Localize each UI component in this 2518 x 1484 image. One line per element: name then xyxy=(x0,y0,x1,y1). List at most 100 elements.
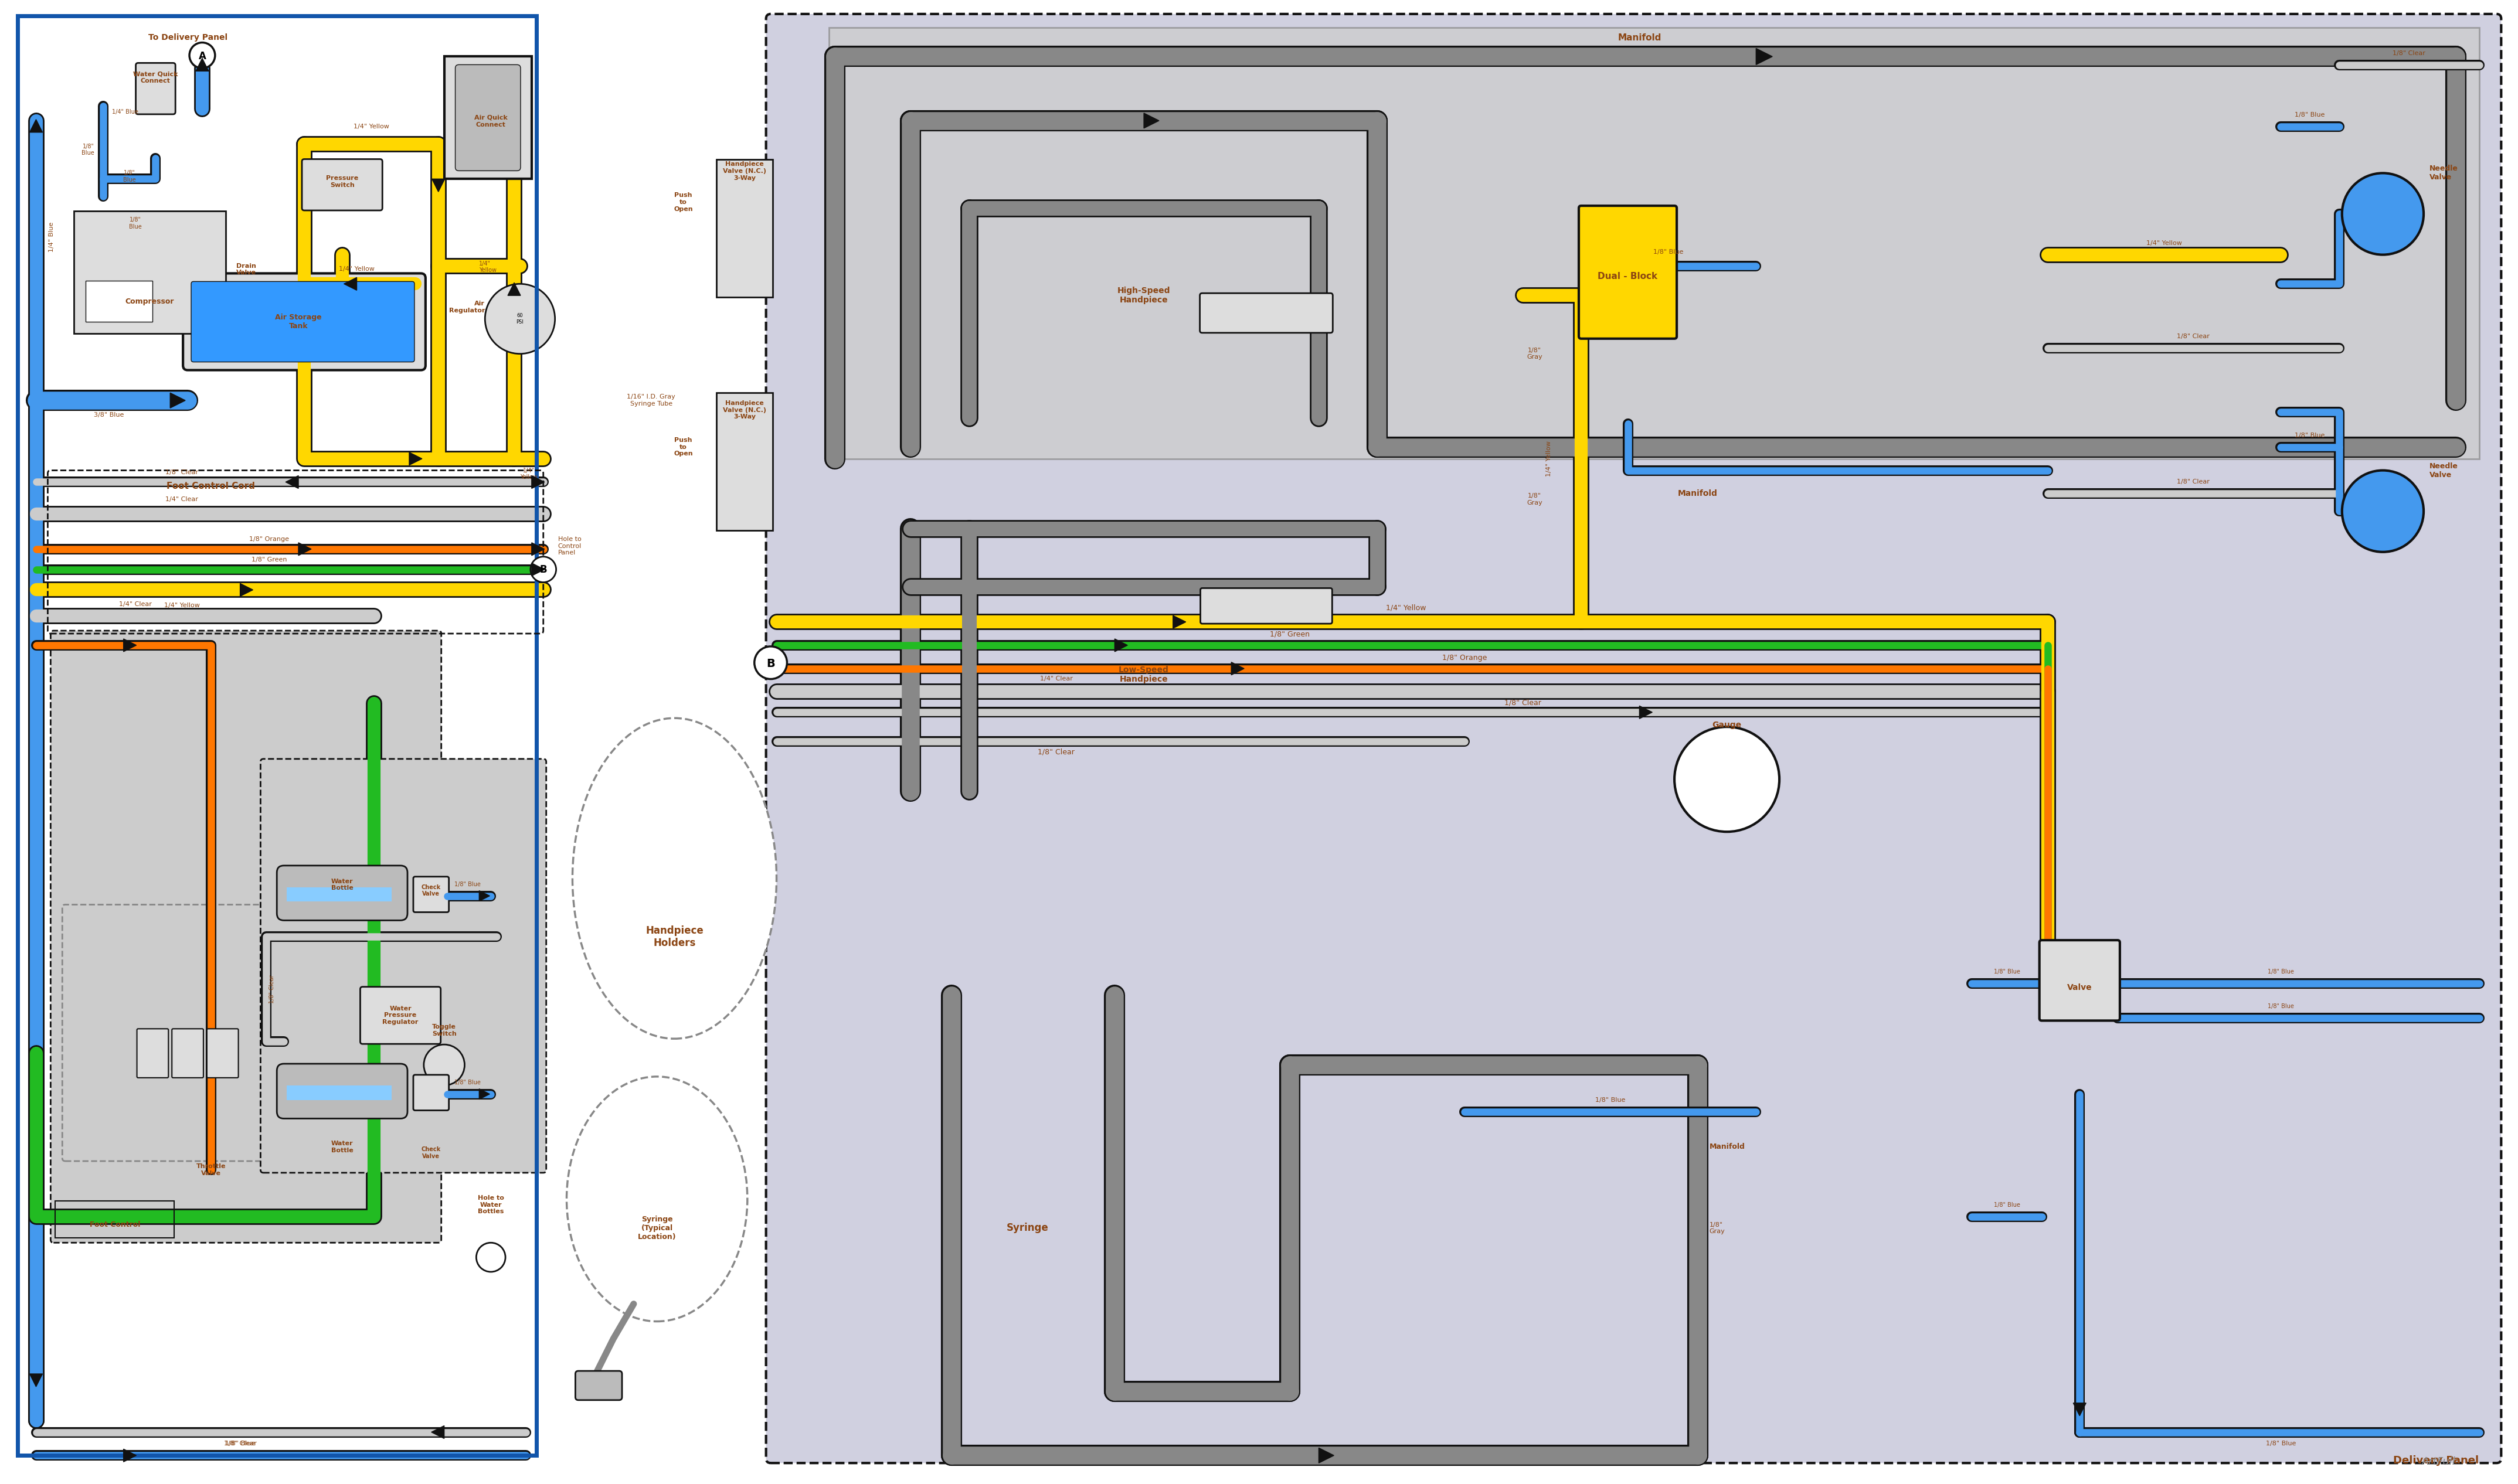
Polygon shape xyxy=(1639,706,1652,718)
Text: 1/8" Blue: 1/8" Blue xyxy=(1994,969,2019,975)
Text: 1/4" Yellow: 1/4" Yellow xyxy=(2145,240,2183,246)
FancyBboxPatch shape xyxy=(191,282,415,362)
Text: 1/4" Blue: 1/4" Blue xyxy=(48,223,55,252)
Circle shape xyxy=(531,556,556,582)
Text: Foot Control: Foot Control xyxy=(91,1221,141,1229)
Polygon shape xyxy=(478,890,488,901)
Text: 1/8" Blue: 1/8" Blue xyxy=(1596,1097,1624,1103)
Text: Air Storage
Tank: Air Storage Tank xyxy=(274,313,322,329)
Text: 1/8" Clear: 1/8" Clear xyxy=(1503,699,1541,706)
Text: A: A xyxy=(199,52,206,62)
Text: Air
Regulator: Air Regulator xyxy=(448,301,486,313)
Polygon shape xyxy=(1231,662,1244,675)
Text: 1/8" Blue: 1/8" Blue xyxy=(453,881,481,887)
FancyBboxPatch shape xyxy=(277,865,408,920)
Text: 1/4" Yellow: 1/4" Yellow xyxy=(340,266,375,272)
Text: Compressor: Compressor xyxy=(126,297,174,306)
FancyBboxPatch shape xyxy=(1199,294,1332,332)
Text: B: B xyxy=(765,659,776,669)
Circle shape xyxy=(755,647,788,680)
Text: 1/8" Blue: 1/8" Blue xyxy=(2266,1441,2296,1447)
Bar xyxy=(86,280,154,322)
Polygon shape xyxy=(196,58,209,71)
Text: Check
Valve: Check Valve xyxy=(421,884,441,896)
Text: 1/8" Clear: 1/8" Clear xyxy=(224,1441,257,1447)
Text: 1/8" Clear: 1/8" Clear xyxy=(2392,50,2425,56)
FancyBboxPatch shape xyxy=(1579,206,1677,338)
Polygon shape xyxy=(123,638,136,651)
Text: 1/8"
Blue: 1/8" Blue xyxy=(81,144,93,156)
Polygon shape xyxy=(509,282,521,295)
Polygon shape xyxy=(531,543,544,555)
Text: Needle
Valve: Needle Valve xyxy=(2430,462,2458,478)
Bar xyxy=(287,887,393,902)
Text: 1/4"
Yellow: 1/4" Yellow xyxy=(519,467,536,481)
Text: 1/4" Yellow: 1/4" Yellow xyxy=(353,123,390,129)
Polygon shape xyxy=(1755,49,1773,65)
FancyBboxPatch shape xyxy=(413,877,448,913)
FancyBboxPatch shape xyxy=(277,1064,408,1119)
Text: Push
to
Open: Push to Open xyxy=(675,193,692,212)
Text: 60
PSI: 60 PSI xyxy=(516,313,524,325)
Text: Needle
Valve: Needle Valve xyxy=(2430,165,2458,181)
Text: Throttle
Valve: Throttle Valve xyxy=(196,1163,227,1177)
Text: Hole to
Water
Bottles: Hole to Water Bottles xyxy=(478,1195,504,1214)
Polygon shape xyxy=(410,453,423,464)
Polygon shape xyxy=(2072,1402,2085,1416)
Polygon shape xyxy=(123,1448,136,1462)
Circle shape xyxy=(189,43,214,68)
Text: Handpiece
Valve (N.C.)
3-Way: Handpiece Valve (N.C.) 3-Way xyxy=(723,162,765,181)
FancyBboxPatch shape xyxy=(718,160,773,297)
Text: Syringe
(Typical
Location): Syringe (Typical Location) xyxy=(637,1215,677,1241)
FancyBboxPatch shape xyxy=(718,393,773,530)
Text: 1/8" Clear: 1/8" Clear xyxy=(1037,748,1075,755)
Polygon shape xyxy=(345,278,358,291)
Circle shape xyxy=(2342,174,2425,255)
Text: Manifold: Manifold xyxy=(1710,1143,1745,1150)
FancyBboxPatch shape xyxy=(413,1074,448,1110)
Text: 1/4"
Yellow: 1/4" Yellow xyxy=(478,261,496,273)
FancyBboxPatch shape xyxy=(259,758,546,1172)
Text: 1/8" Orange: 1/8" Orange xyxy=(249,536,290,542)
Text: 1/4" Yellow: 1/4" Yellow xyxy=(1546,441,1551,476)
Polygon shape xyxy=(239,583,252,597)
FancyBboxPatch shape xyxy=(360,987,441,1043)
FancyBboxPatch shape xyxy=(765,13,2500,1463)
Circle shape xyxy=(423,1045,466,1085)
FancyBboxPatch shape xyxy=(136,1028,169,1077)
Text: 3/8" Blue: 3/8" Blue xyxy=(93,413,123,418)
Polygon shape xyxy=(1173,616,1186,628)
Text: Gauge: Gauge xyxy=(1712,721,1742,729)
Text: 1/16" I.D. Gray
Syringe Tube: 1/16" I.D. Gray Syringe Tube xyxy=(627,395,675,407)
FancyBboxPatch shape xyxy=(171,1028,204,1077)
Polygon shape xyxy=(531,562,544,576)
Bar xyxy=(287,1085,393,1100)
Text: Syringe: Syringe xyxy=(1007,1223,1047,1233)
FancyBboxPatch shape xyxy=(136,62,176,114)
Polygon shape xyxy=(30,120,43,132)
Polygon shape xyxy=(1143,113,1158,128)
Polygon shape xyxy=(478,1089,488,1100)
Text: Drain
Valve: Drain Valve xyxy=(237,263,257,276)
Text: 1/8" Clear: 1/8" Clear xyxy=(166,469,199,475)
Text: 1/4" Blue: 1/4" Blue xyxy=(111,108,138,114)
Text: ArtFull: ArtFull xyxy=(2422,1457,2455,1468)
Text: 1/8"
Blue: 1/8" Blue xyxy=(123,171,136,183)
Text: 1/8" Blue: 1/8" Blue xyxy=(2269,969,2294,975)
Circle shape xyxy=(2342,470,2425,552)
Text: 1/4" Clear: 1/4" Clear xyxy=(1040,675,1073,681)
Polygon shape xyxy=(171,393,186,408)
Text: 1/8" Clear: 1/8" Clear xyxy=(269,975,274,1003)
Text: B: B xyxy=(539,564,546,574)
Text: Manifold: Manifold xyxy=(1617,33,1662,42)
Text: Manifold: Manifold xyxy=(1677,490,1717,497)
FancyBboxPatch shape xyxy=(73,211,227,334)
Polygon shape xyxy=(285,476,300,488)
Text: 1/8"
Blue: 1/8" Blue xyxy=(128,217,141,230)
Bar xyxy=(828,27,2480,459)
Text: 1/8" Clear: 1/8" Clear xyxy=(2178,479,2211,485)
Text: 1/8"
Gray: 1/8" Gray xyxy=(1526,493,1544,506)
Bar xyxy=(18,16,536,1456)
Polygon shape xyxy=(433,180,446,191)
Text: 1/4" Clear: 1/4" Clear xyxy=(118,601,151,607)
